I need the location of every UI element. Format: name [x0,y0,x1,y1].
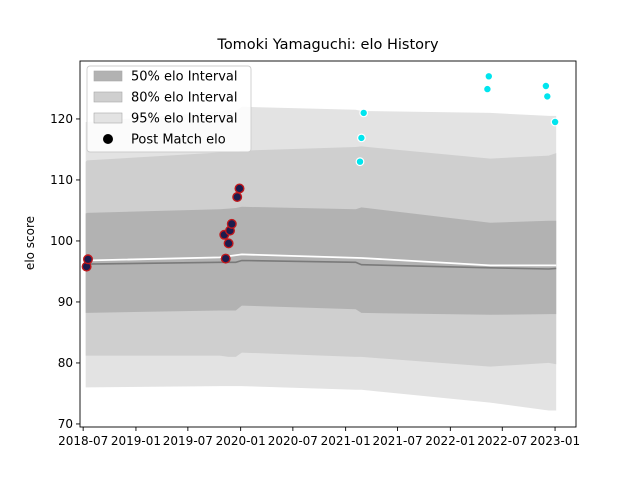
band-50 [85,206,557,315]
y-tick-label-80: 80 [58,356,73,370]
x-tick-label-2020-01: 2020-01 [216,434,266,448]
legend-label-3: 95% elo Interval [131,112,238,127]
data-point-cyan-1 [355,157,365,167]
data-point-dark-8 [232,191,243,202]
x-tick-label-2021-01: 2021-01 [321,434,371,448]
y-tick-label-70: 70 [58,417,73,431]
x-tick-label-2022-07: 2022-07 [477,434,527,448]
data-point-cyan-2 [357,133,366,143]
y-axis-label: elo score [23,216,37,270]
data-point-cyan-5 [484,71,494,81]
legend-label-2: 80% elo Interval [131,91,238,106]
data-point-dark-4 [220,253,231,264]
x-tick-label-2023-01: 2023-01 [530,434,580,448]
data-point-cyan-3 [359,108,369,118]
x-tick-label-2021-07: 2021-07 [372,434,422,448]
plot-area: 2018-07 2019-01 2019-07 2020-01 2020-07 2021-… [50,60,580,448]
legend-swatch-3 [93,112,123,124]
legend-label-1: 50% elo Interval [131,70,238,85]
x-tick-label-2019-07: 2019-07 [163,434,213,448]
data-point-cyan-6 [541,81,551,91]
legend-box [86,65,252,153]
chart-title: Tomoki Yamaguchi: elo History [216,37,439,53]
legend-label-4: Post Match elo [131,133,226,148]
axes-frame [79,60,577,428]
x-tick-label-2019-01: 2019-01 [111,434,161,448]
data-point-cyan-8 [550,117,560,127]
data-point-dark-2 [82,254,93,265]
legend-marker-post-match [103,134,113,144]
y-tick-label-110: 110 [50,173,73,187]
data-point-cyan-7 [542,91,552,101]
mean-line [85,253,557,267]
data-point-dark-7 [226,218,237,229]
x-tick-label-2020-07: 2020-07 [268,434,318,448]
median-line [85,259,557,270]
legend: 50% elo Interval 80% elo Interval 95% elo … [86,65,252,153]
data-point-dark-9 [234,183,245,194]
y-tick-label-90: 90 [58,295,73,309]
legend-swatch-2 [93,91,123,103]
y-tick-label-100: 100 [50,234,73,248]
x-tick-label-2022-01: 2022-01 [425,434,475,448]
data-point-cyan-4 [483,84,492,94]
x-tick-label-2018-07: 2018-07 [58,434,108,448]
data-point-dark-5 [223,238,234,249]
legend-swatch-1 [93,70,123,82]
y-tick-label-120: 120 [50,112,73,126]
